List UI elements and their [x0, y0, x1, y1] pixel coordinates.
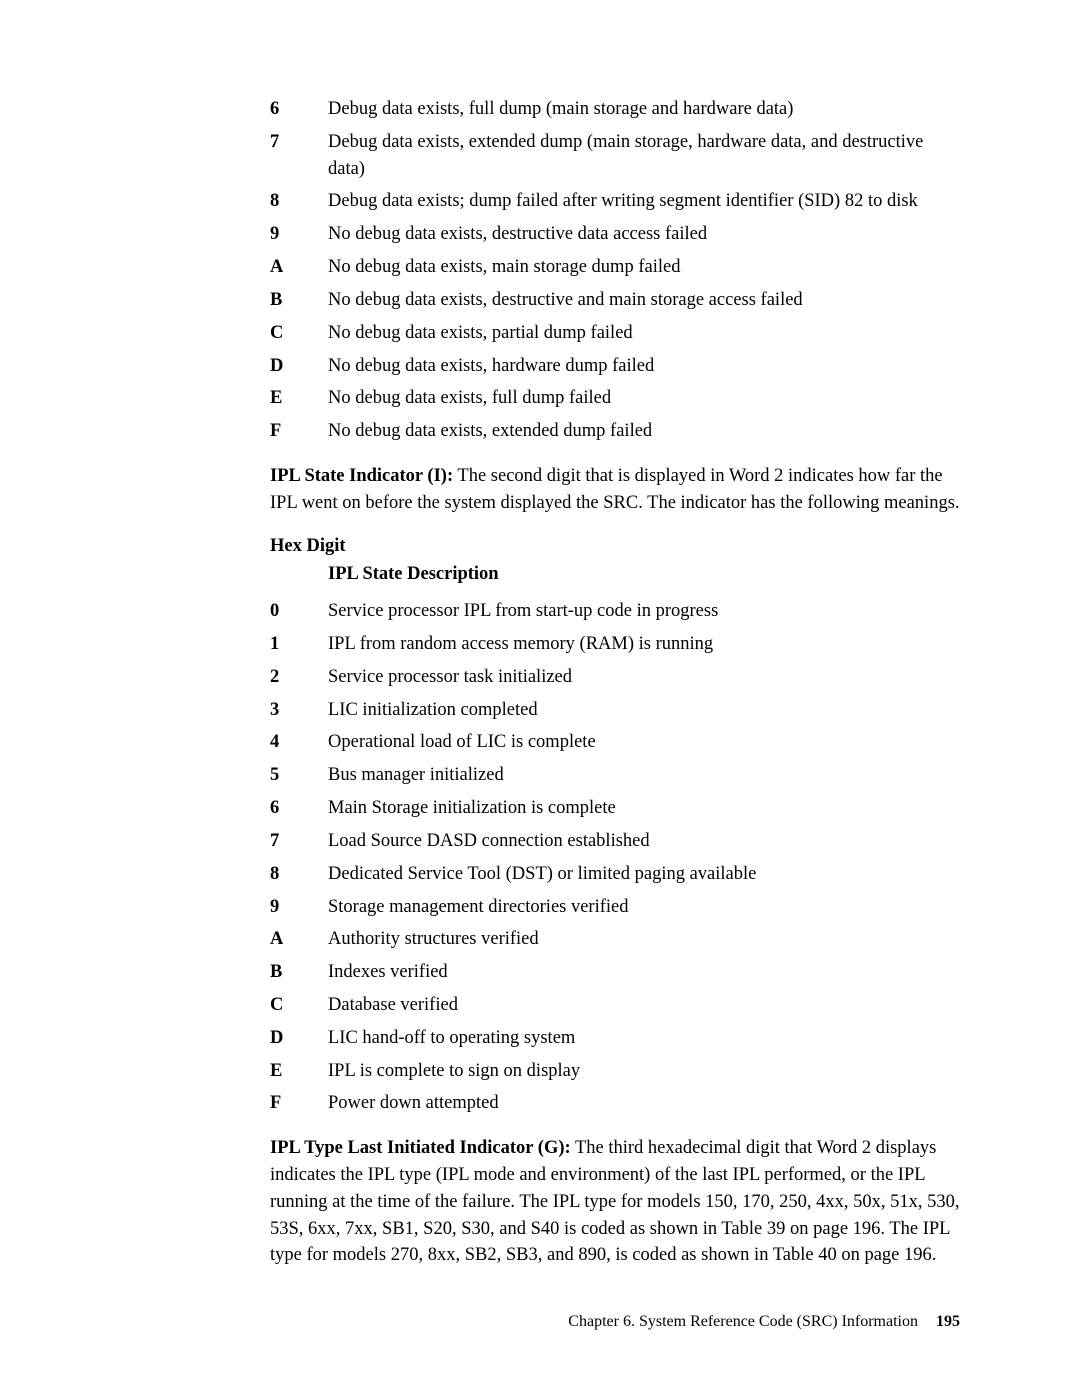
ipl-state-paragraph: IPL State Indicator (I): The second digi…	[270, 463, 960, 517]
definition-key: 7	[270, 129, 328, 156]
definition-key: 6	[270, 96, 328, 123]
definition-value: Debug data exists, full dump (main stora…	[328, 96, 960, 123]
definition-key: C	[270, 320, 328, 347]
definition-row: CNo debug data exists, partial dump fail…	[270, 320, 960, 347]
definition-row: 2Service processor task initialized	[270, 664, 960, 691]
definition-key: D	[270, 1025, 328, 1052]
definition-row: 4Operational load of LIC is complete	[270, 729, 960, 756]
definition-list-1: 6Debug data exists, full dump (main stor…	[270, 96, 960, 445]
definition-row: ANo debug data exists, main storage dump…	[270, 254, 960, 281]
definition-value: Operational load of LIC is complete	[328, 729, 960, 756]
definition-value: No debug data exists, destructive data a…	[328, 221, 960, 248]
definition-key: D	[270, 353, 328, 380]
ipl-type-runin: IPL Type Last Initiated Indicator (G):	[270, 1138, 571, 1158]
footer-page-number: 195	[936, 1313, 960, 1330]
definition-value: No debug data exists, partial dump faile…	[328, 320, 960, 347]
definition-key: 3	[270, 697, 328, 724]
definition-key: 9	[270, 894, 328, 921]
definition-row: DNo debug data exists, hardware dump fai…	[270, 353, 960, 380]
definition-value: LIC hand-off to operating system	[328, 1025, 960, 1052]
definition-row: 8Dedicated Service Tool (DST) or limited…	[270, 861, 960, 888]
definition-value: Debug data exists, extended dump (main s…	[328, 129, 960, 183]
definition-value: Bus manager initialized	[328, 762, 960, 789]
definition-row: 6Main Storage initialization is complete	[270, 795, 960, 822]
definition-row: EIPL is complete to sign on display	[270, 1058, 960, 1085]
definition-value: Main Storage initialization is complete	[328, 795, 960, 822]
definition-value: Service processor task initialized	[328, 664, 960, 691]
footer-chapter: Chapter 6. System Reference Code (SRC) I…	[568, 1313, 918, 1330]
page: 6Debug data exists, full dump (main stor…	[0, 0, 1080, 1397]
definition-row: ENo debug data exists, full dump failed	[270, 385, 960, 412]
definition-key: E	[270, 385, 328, 412]
definition-row: BIndexes verified	[270, 959, 960, 986]
definition-key: 8	[270, 861, 328, 888]
definition-row: 6Debug data exists, full dump (main stor…	[270, 96, 960, 123]
definition-key: 9	[270, 221, 328, 248]
definition-list-2: 0Service processor IPL from start-up cod…	[270, 598, 960, 1117]
definition-value: No debug data exists, extended dump fail…	[328, 418, 960, 445]
definition-value: Load Source DASD connection established	[328, 828, 960, 855]
definition-value: No debug data exists, hardware dump fail…	[328, 353, 960, 380]
definition-row: BNo debug data exists, destructive and m…	[270, 287, 960, 314]
hex-digit-label: Hex Digit	[270, 533, 960, 560]
definition-value: Database verified	[328, 992, 960, 1019]
definition-value: Authority structures verified	[328, 926, 960, 953]
definition-row: 7Debug data exists, extended dump (main …	[270, 129, 960, 183]
definition-key: 5	[270, 762, 328, 789]
definition-row: DLIC hand-off to operating system	[270, 1025, 960, 1052]
definition-key: 6	[270, 795, 328, 822]
definition-key: A	[270, 254, 328, 281]
definition-row: CDatabase verified	[270, 992, 960, 1019]
definition-value: No debug data exists, main storage dump …	[328, 254, 960, 281]
definition-row: FNo debug data exists, extended dump fai…	[270, 418, 960, 445]
definition-key: 8	[270, 188, 328, 215]
page-footer: Chapter 6. System Reference Code (SRC) I…	[568, 1310, 960, 1333]
definition-key: E	[270, 1058, 328, 1085]
definition-key: B	[270, 959, 328, 986]
definition-value: Indexes verified	[328, 959, 960, 986]
definition-key: F	[270, 1090, 328, 1117]
definition-value: Dedicated Service Tool (DST) or limited …	[328, 861, 960, 888]
definition-value: IPL from random access memory (RAM) is r…	[328, 631, 960, 658]
definition-row: 0Service processor IPL from start-up cod…	[270, 598, 960, 625]
definition-row: 5Bus manager initialized	[270, 762, 960, 789]
definition-key: B	[270, 287, 328, 314]
definition-value: LIC initialization completed	[328, 697, 960, 724]
definition-value: No debug data exists, full dump failed	[328, 385, 960, 412]
definition-key: 2	[270, 664, 328, 691]
definition-row: AAuthority structures verified	[270, 926, 960, 953]
ipl-state-description-label: IPL State Description	[270, 561, 960, 588]
definition-row: FPower down attempted	[270, 1090, 960, 1117]
definition-key: 1	[270, 631, 328, 658]
definition-value: Debug data exists; dump failed after wri…	[328, 188, 960, 215]
definition-row: 3LIC initialization completed	[270, 697, 960, 724]
definition-key: F	[270, 418, 328, 445]
ipl-state-runin: IPL State Indicator (I):	[270, 466, 453, 486]
ipl-type-paragraph: IPL Type Last Initiated Indicator (G): T…	[270, 1135, 960, 1269]
definition-key: 0	[270, 598, 328, 625]
definition-value: IPL is complete to sign on display	[328, 1058, 960, 1085]
definition-row: 9Storage management directories verified	[270, 894, 960, 921]
hex-digit-header: Hex Digit IPL State Description	[270, 533, 960, 589]
definition-value: Power down attempted	[328, 1090, 960, 1117]
definition-row: 1IPL from random access memory (RAM) is …	[270, 631, 960, 658]
definition-key: 4	[270, 729, 328, 756]
definition-row: 8Debug data exists; dump failed after wr…	[270, 188, 960, 215]
definition-row: 7Load Source DASD connection established	[270, 828, 960, 855]
definition-value: Storage management directories verified	[328, 894, 960, 921]
definition-row: 9No debug data exists, destructive data …	[270, 221, 960, 248]
definition-key: 7	[270, 828, 328, 855]
definition-value: No debug data exists, destructive and ma…	[328, 287, 960, 314]
definition-key: C	[270, 992, 328, 1019]
definition-value: Service processor IPL from start-up code…	[328, 598, 960, 625]
definition-key: A	[270, 926, 328, 953]
